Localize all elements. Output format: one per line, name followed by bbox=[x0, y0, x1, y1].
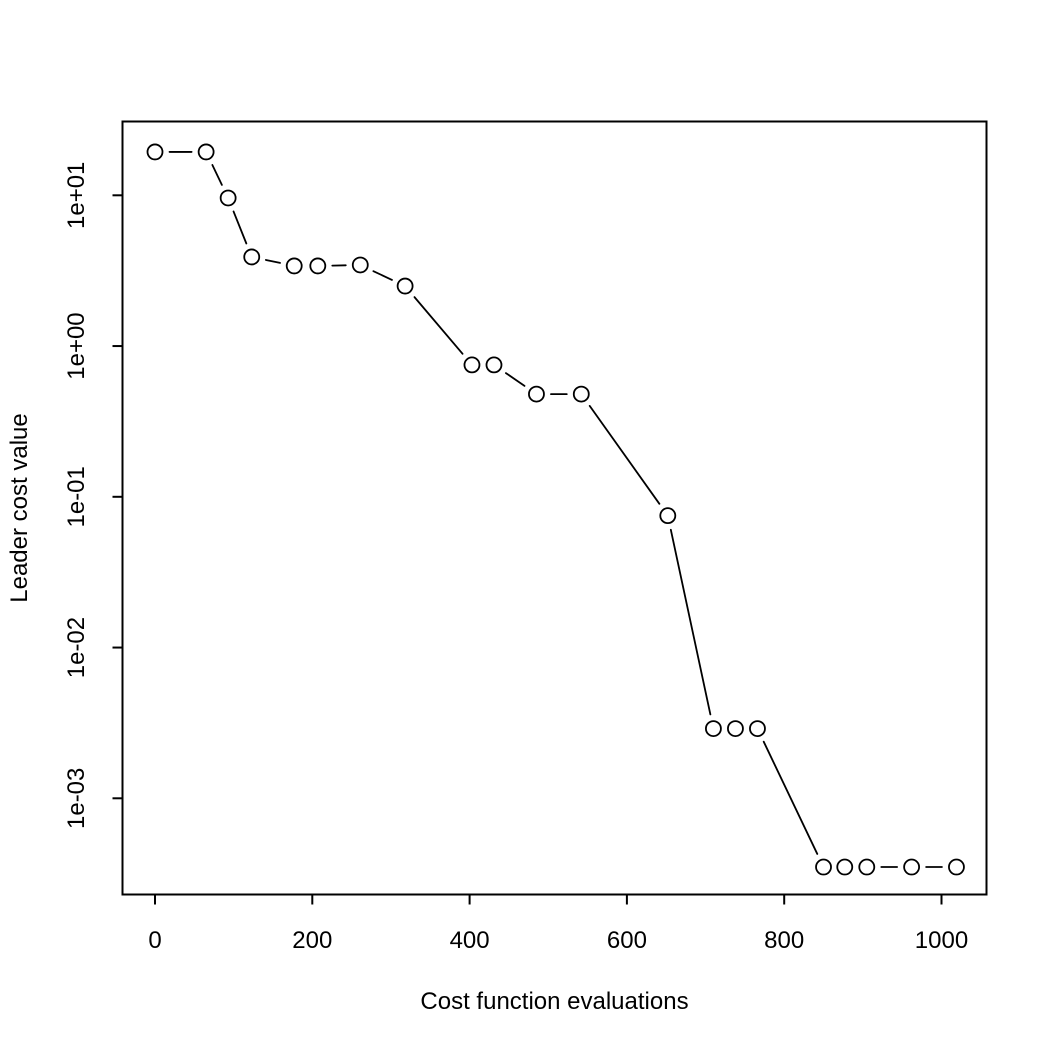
series-segment bbox=[211, 164, 223, 186]
x-axis: 0 200 400 600 800 1000 bbox=[148, 895, 968, 954]
data-point bbox=[705, 720, 722, 737]
x-tick-label: 800 bbox=[764, 927, 804, 954]
data-point bbox=[948, 858, 965, 876]
series-segment bbox=[232, 210, 248, 245]
data-point bbox=[815, 858, 832, 876]
data-point bbox=[396, 277, 414, 295]
data-series bbox=[146, 143, 965, 876]
x-tick-label: 1000 bbox=[915, 927, 968, 954]
series-segment bbox=[413, 296, 464, 355]
series-segment bbox=[505, 372, 526, 387]
data-point bbox=[285, 257, 303, 275]
x-tick-label: 200 bbox=[292, 927, 332, 954]
data-point bbox=[749, 720, 766, 737]
y-axis: 1e+01 1e+00 1e-01 1e-02 1e-03 bbox=[63, 162, 122, 829]
x-tick-label: 600 bbox=[607, 927, 647, 954]
x-tick-label: 0 bbox=[148, 927, 161, 954]
series-segment bbox=[669, 528, 712, 716]
data-point bbox=[903, 858, 921, 876]
series-segment bbox=[265, 259, 281, 264]
y-tick-label: 1e+01 bbox=[63, 162, 90, 229]
series-segment bbox=[588, 405, 661, 505]
data-point bbox=[836, 858, 854, 876]
data-point bbox=[197, 143, 215, 161]
series-segment bbox=[372, 270, 393, 281]
data-point bbox=[485, 356, 503, 374]
data-point bbox=[351, 256, 369, 274]
data-point bbox=[243, 248, 261, 266]
data-point bbox=[219, 189, 237, 207]
data-point bbox=[463, 356, 481, 374]
y-tick-label: 1e-02 bbox=[63, 617, 90, 678]
y-tick-label: 1e-03 bbox=[63, 768, 90, 829]
data-point bbox=[309, 257, 327, 275]
y-tick-label: 1e-01 bbox=[63, 466, 90, 527]
data-point bbox=[528, 385, 545, 403]
data-point bbox=[572, 385, 590, 403]
x-tick-label: 400 bbox=[450, 927, 490, 954]
series-segment bbox=[762, 740, 819, 855]
data-point bbox=[659, 507, 677, 525]
plot-box bbox=[121, 120, 988, 896]
y-tick-label: 1e+00 bbox=[63, 312, 90, 379]
y-axis-title: Leader cost value bbox=[6, 413, 33, 602]
data-point bbox=[146, 143, 164, 161]
x-axis-title: Cost function evaluations bbox=[420, 988, 688, 1015]
data-point bbox=[727, 720, 744, 737]
data-point bbox=[858, 858, 876, 876]
